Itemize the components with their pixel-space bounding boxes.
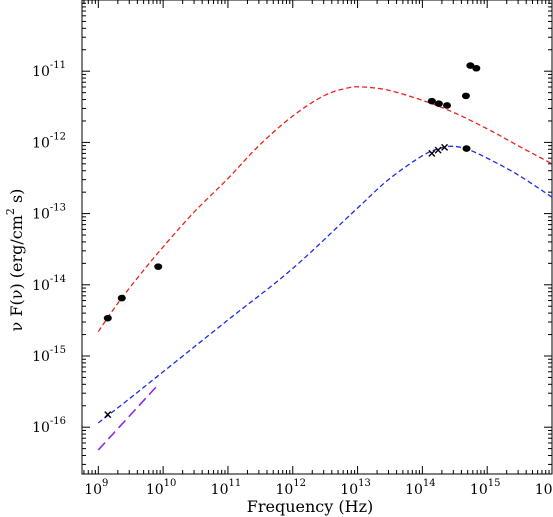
data-point-cross (441, 143, 449, 151)
x-tick-base: 10 (275, 482, 293, 498)
y-tick-label: 10-12 (32, 131, 66, 151)
data-point-circle (472, 64, 481, 72)
y-axis-title-tail: s) (7, 189, 26, 209)
y-tick-label: 10-16 (32, 416, 66, 436)
data-point-cross (428, 149, 436, 157)
y-tick-base: 10 (32, 278, 50, 294)
x-tick-label: 1015 (470, 478, 501, 498)
data-point-cross (104, 411, 112, 419)
y-axis-title-sup: 2 (4, 208, 17, 215)
data-point-circle (103, 314, 112, 322)
x-tick-label: 109 (84, 478, 108, 498)
x-tick-base: 10 (84, 482, 102, 498)
y-tick-label: 10-13 (32, 203, 66, 223)
x-tick-base: 10 (340, 482, 358, 498)
x-tick-base: 10 (470, 482, 488, 498)
data-point-circle (466, 62, 475, 69)
y-tick-exp: -14 (50, 274, 66, 285)
y-tick-exp: -16 (50, 416, 66, 427)
y-tick-exp: -12 (50, 131, 66, 142)
y-axis-title-main: ν F(ν) (erg/cm (7, 215, 26, 331)
x-tick-label: 1010 (146, 478, 177, 498)
data-point-circle (443, 102, 452, 109)
x-tick-label: 1012 (275, 478, 306, 498)
y-tick-label: 10-15 (32, 345, 66, 365)
minor-ticks (82, 0, 552, 474)
data-point-cross (434, 146, 442, 154)
model-curve-1 (97, 86, 553, 332)
cross-mark (104, 411, 112, 419)
model-curve-2 (97, 145, 553, 424)
data-point-circle (117, 294, 126, 302)
x-tick-label: 1013 (340, 478, 371, 498)
plot-frame (81, 0, 553, 475)
major-ticks (82, 0, 553, 474)
y-tick-base: 10 (32, 349, 50, 365)
x-tick-exp: 11 (228, 478, 241, 489)
y-tick-base: 10 (32, 207, 50, 223)
x-axis-title: Frequency (Hz) (247, 497, 374, 516)
x-tick-exp: 9 (102, 478, 108, 489)
y-tick-exp: -13 (50, 203, 66, 214)
x-tick-labels: 1091010101110121013101410151016 (84, 478, 553, 498)
y-tick-base: 10 (32, 64, 50, 80)
x-tick-exp: 10 (164, 478, 177, 489)
x-tick-label: 1011 (211, 478, 242, 498)
y-axis-title: ν F(ν) (erg/cm2 s) (4, 189, 26, 332)
cross-mark (428, 149, 436, 157)
x-tick-base: 10 (405, 482, 423, 498)
y-tick-base: 10 (32, 420, 50, 436)
data-point-circle (434, 100, 443, 107)
y-tick-base: 10 (32, 135, 50, 151)
x-tick-base: 10 (146, 482, 164, 498)
x-tick-exp: 13 (358, 478, 371, 489)
model-curves (97, 86, 553, 451)
data-point-circle (461, 92, 470, 100)
x-tick-label: 1014 (405, 478, 436, 498)
data-point-circle (427, 97, 436, 105)
x-tick-exp: 15 (488, 478, 501, 489)
cross-mark (441, 143, 449, 151)
x-tick-exp: 12 (293, 478, 306, 489)
cross-mark (434, 146, 442, 154)
x-tick-exp: 14 (423, 478, 436, 489)
data-point-circle (462, 145, 471, 152)
y-tick-label: 10-11 (32, 60, 66, 80)
x-tick-base: 10 (211, 482, 229, 498)
y-tick-exp: -15 (50, 345, 66, 356)
x-tick-label: 1016 (535, 478, 553, 498)
y-tick-exp: -11 (50, 60, 66, 71)
x-tick-base: 10 (535, 482, 553, 498)
y-tick-label: 10-14 (32, 274, 66, 294)
data-points (103, 62, 481, 419)
model-curve-3 (97, 383, 160, 451)
data-point-circle (154, 263, 163, 270)
